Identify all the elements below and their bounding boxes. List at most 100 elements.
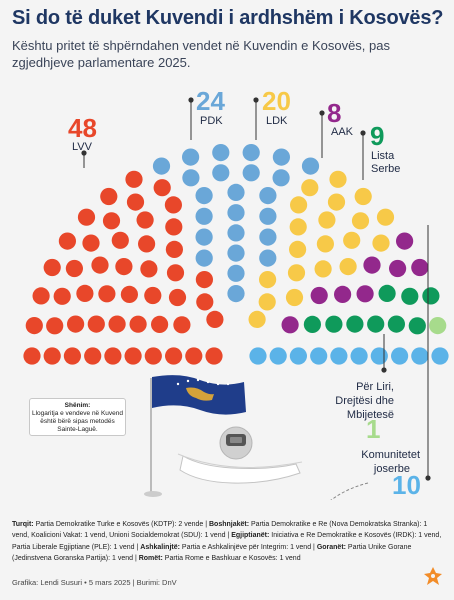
seat-aak: [281, 316, 299, 334]
seat-ldk: [248, 310, 266, 328]
seat-pdk: [242, 144, 260, 162]
seat-lvv: [136, 211, 154, 229]
seat-ldk: [259, 271, 277, 289]
rfe-logo-icon: [424, 567, 442, 585]
seat-lvv: [173, 316, 191, 334]
seat-pdk: [227, 224, 245, 242]
seat-komunitetet: [310, 347, 328, 365]
leader-serbe-dot: [360, 130, 366, 136]
fn-romet-text: Partia Rome e Bashkuar e Kosovës: 1 vend: [162, 555, 301, 563]
seat-pdk: [259, 187, 277, 205]
method-note: Shënim: Llogaritja e vendeve në Kuvend ë…: [29, 398, 126, 436]
label-perliri-value: 1: [366, 414, 380, 444]
label-lvv-value: 48: [68, 113, 97, 143]
label-pdk-value: 24: [196, 86, 225, 116]
fn-turqit-label: Turqit:: [12, 521, 34, 528]
seat-lvv: [165, 218, 183, 236]
seat-lvv: [196, 293, 214, 311]
seat-lvv: [125, 170, 143, 188]
seat-lvv: [46, 317, 64, 335]
fn-romet-label: Romët:: [138, 555, 163, 563]
seat-pdk: [195, 207, 213, 225]
fn-goranet-text: Partia Unike Gorane (Jedinstvena Goransk…: [12, 543, 412, 563]
seat-pdk: [227, 285, 245, 303]
leader-aak-dot: [319, 110, 325, 116]
kosovo-flag-icon: [144, 375, 246, 497]
parliament-chart: 48 LVV 24 PDK 20 LDK 8 AAK 9 Lista Serbe…: [23, 86, 449, 500]
seat-lvv: [164, 196, 182, 214]
seat-lvv: [23, 347, 41, 365]
seat-komunitetet: [269, 347, 287, 365]
label-komunitetet-name-2: joserbe: [373, 463, 410, 475]
seat-ldk: [289, 218, 307, 236]
seat-lvv: [76, 284, 94, 302]
fn-boshnjaket-text: Partia Demokratike e Re (Nova Demokratsk…: [12, 521, 428, 540]
seat-lvv: [151, 315, 169, 333]
seat-lvv: [205, 347, 223, 365]
seat-ldk: [290, 196, 308, 214]
leader-komunitetet-dot: [425, 475, 431, 481]
seat-komunitetet: [370, 347, 388, 365]
seat-komunitetet: [249, 347, 267, 365]
seat-pdk: [152, 157, 171, 175]
seat-komunitetet: [411, 347, 429, 365]
leader-pdk-dot: [188, 97, 194, 103]
seat-aak: [389, 259, 407, 278]
label-perliri-name-1: Për Liri,: [356, 381, 394, 393]
seat-listaserbe: [422, 287, 440, 305]
seat-ldk: [258, 293, 276, 311]
seat-pdk: [195, 187, 213, 205]
seat-listaserbe: [346, 315, 364, 333]
seat-ldk: [318, 211, 336, 229]
seat-dots: [23, 144, 449, 365]
seat-pdk: [227, 244, 245, 262]
leader-perliri-dot: [381, 367, 387, 373]
label-lvv-name: LVV: [72, 141, 93, 153]
seat-ldk: [301, 179, 319, 197]
fn-egjiptianet-label: Egjiptianët:: [231, 532, 270, 540]
seat-lvv: [82, 234, 100, 252]
seat-lvv: [138, 235, 156, 253]
seat-lvv: [165, 347, 183, 365]
seat-lvv: [120, 285, 138, 303]
seat-ldk: [343, 231, 361, 249]
seat-lvv: [168, 288, 187, 307]
arrow-to-footnote: [330, 482, 369, 500]
seat-lvv: [140, 260, 158, 278]
seat-pdk: [227, 204, 245, 222]
seat-aak: [356, 285, 374, 303]
fn-ashkalinjte-label: Ashkalinjtë:: [140, 543, 180, 551]
label-perliri-name-3: Mbijetesë: [347, 409, 394, 421]
label-serbe-name-2: Serbe: [371, 163, 400, 175]
seat-pdk: [212, 164, 230, 182]
seat-lvv: [77, 208, 96, 226]
seat-pdk: [301, 157, 320, 175]
seat-lvv: [43, 347, 61, 365]
label-komunitetet-name-1: Komunitetet: [361, 449, 420, 461]
label-serbe-name-1: Lista: [371, 150, 395, 162]
seat-lvv: [25, 317, 43, 335]
seat-listaserbe: [401, 287, 419, 305]
seat-lvv: [32, 287, 50, 305]
page-title: Si do të duket Kuvendi i ardhshëm i Koso…: [12, 7, 444, 29]
seat-lvv: [98, 285, 116, 303]
seat-lvv: [166, 264, 185, 282]
seat-pdk: [259, 249, 277, 267]
seat-lvv: [126, 193, 145, 211]
seat-lvv: [67, 315, 85, 333]
leader-lvv-dot: [81, 150, 87, 156]
seat-komunitetet: [431, 347, 449, 365]
seat-ldk: [329, 170, 347, 188]
seat-lvv: [111, 231, 129, 249]
fn-ashkalinjte-text: Partia e Ashkalinjëve për Integrim: 1 ve…: [179, 543, 317, 551]
page-subtitle: Kështu pritet të shpërndahen vendet në K…: [12, 38, 390, 70]
seat-pdk: [272, 169, 290, 187]
seat-lvv: [63, 347, 81, 365]
seat-aak: [310, 286, 328, 305]
seat-listaserbe: [325, 315, 343, 333]
seat-ldk: [372, 234, 390, 252]
seat-lvv: [144, 347, 162, 365]
label-ldk-name: LDK: [266, 115, 288, 127]
seat-ldk: [327, 193, 346, 211]
seat-pdk: [227, 183, 245, 201]
